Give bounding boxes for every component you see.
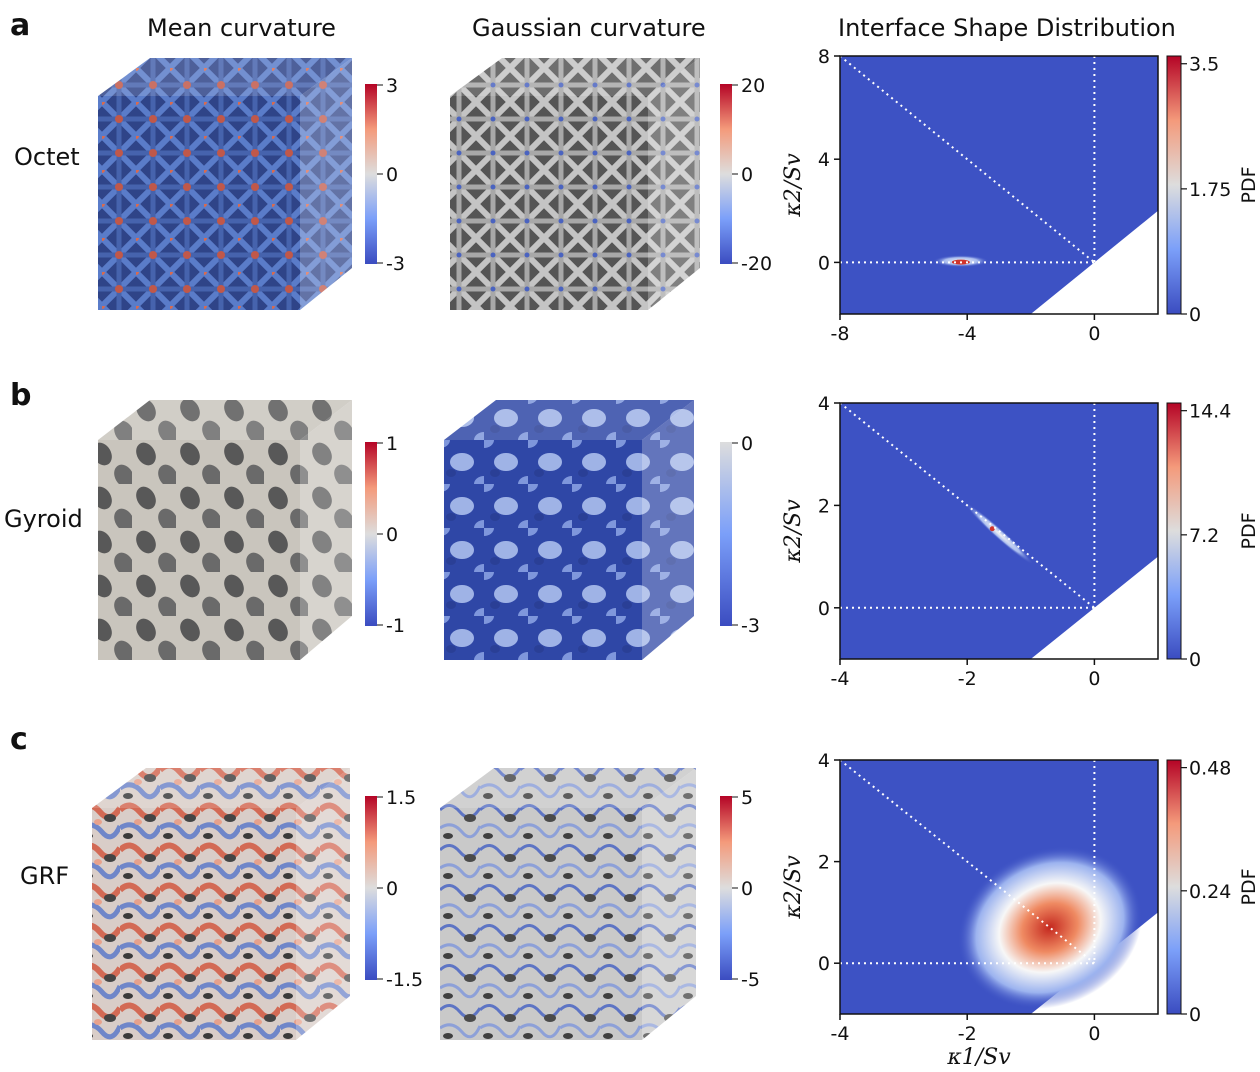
grf-mean-colorbar: 1.5 0 -1.5 [365, 787, 423, 991]
pdf-cbar-tick: 0 [1189, 649, 1201, 671]
plot-frame [839, 402, 1159, 660]
x-tick-label: -4 [831, 668, 850, 690]
interface-shape-distribution-plots: -8 -4 0 0 4 8 κ2/Sv 3.5 1.75 0 PDF -4 -2 0 0 2 4 κ2/Sv 14.… [781, 46, 1260, 1070]
grf-gauss-cbar-max: 5 [741, 787, 753, 809]
row-label-grf: GRF [20, 862, 70, 890]
row-label-gyroid: Gyroid [4, 505, 83, 533]
title-mean-curvature: Mean curvature [147, 14, 336, 42]
gyroid-mean-cbar-min: -1 [386, 615, 405, 637]
octet-gaussian-curvature-cube [450, 58, 700, 310]
panel-letter-a: a [10, 8, 31, 43]
panel-letter-b: b [10, 378, 32, 413]
ref-line-k1-minus-k2 [840, 403, 1096, 609]
gyroid-gauss-colorbar: 0 -3 [720, 433, 760, 637]
density-peak [989, 526, 995, 532]
title-gaussian-curvature: Gaussian curvature [472, 14, 706, 42]
octet-mean-colorbar: 3 0 -3 [365, 75, 405, 275]
x-tick-label: 0 [1088, 323, 1100, 345]
panel-letter-c: c [10, 722, 28, 757]
grf-gauss-colorbar: 5 0 -5 [720, 787, 760, 991]
gyroid-gaussian-curvature-cube [444, 400, 694, 660]
pdf-cbar-label: PDF [1238, 868, 1260, 905]
pdf-cbar-tick: 0 [1189, 304, 1201, 326]
y-axis-label: κ2/Sv [781, 153, 806, 218]
grf-gaussian-curvature-cube [440, 768, 696, 1040]
ref-line-k1-minus-k2 [840, 56, 1096, 264]
x-axis-label: κ1/Sv [946, 1045, 1011, 1070]
octet-mean-cbar-max: 3 [386, 75, 398, 97]
octet-mean-cbar-min: -3 [386, 253, 405, 275]
pdf-colorbar: 0.48 0.24 0 PDF [1166, 758, 1260, 1026]
y-tick-label: 0 [818, 953, 830, 975]
gyroid-mean-curvature-cube [98, 400, 352, 660]
plot-frame [839, 55, 1159, 315]
x-tick-label: -8 [831, 323, 850, 345]
grf-gauss-cbar-mid: 0 [741, 878, 753, 900]
pdf-cbar-tick: 1.75 [1189, 179, 1231, 201]
gyroid-gauss-cbar-min: -3 [741, 615, 760, 637]
pdf-cbar-tick: 0.24 [1189, 881, 1231, 903]
y-tick-label: 0 [818, 252, 830, 274]
x-tick-label: -2 [958, 1023, 977, 1045]
plot-frame [839, 759, 1159, 1015]
grf-mean-cbar-max: 1.5 [386, 787, 416, 809]
y-tick-label: 2 [818, 852, 830, 874]
y-tick-label: 4 [818, 149, 830, 171]
octet-mean-curvature-cube [98, 58, 352, 310]
title-interface-shape-distribution: Interface Shape Distribution [838, 14, 1176, 42]
octet-gauss-cbar-mid: 0 [741, 164, 753, 186]
grf-mean-curvature-cube [92, 768, 350, 1040]
grf-mean-cbar-mid: 0 [386, 878, 398, 900]
pdf-cbar-tick: 7.2 [1189, 525, 1219, 547]
isd-plot-3: -4 -2 0 0 2 4 κ2/Sv κ1/Sv 0.48 0.24 0 PDF [781, 750, 1260, 1070]
y-axis-label: κ2/Sv [781, 499, 806, 564]
x-tick-label: 0 [1088, 668, 1100, 690]
octet-gauss-cbar-min: -20 [741, 253, 772, 275]
density-ridge [964, 502, 1034, 565]
pdf-cbar-tick: 3.5 [1189, 54, 1219, 76]
pdf-cbar-label: PDF [1238, 512, 1260, 549]
y-tick-label: 8 [818, 46, 830, 68]
grf-gauss-cbar-min: -5 [741, 969, 760, 991]
y-tick-label: 0 [818, 598, 830, 620]
y-tick-label: 4 [818, 393, 830, 415]
density-peak [957, 846, 1143, 1009]
gyroid-gauss-cbar-max: 0 [741, 433, 753, 455]
octet-gauss-cbar-max: 20 [741, 75, 765, 97]
excluded-region [1030, 210, 1158, 314]
y-axis-label: κ2/Sv [781, 855, 806, 920]
gyroid-mean-colorbar: 1 0 -1 [365, 433, 405, 637]
pdf-cbar-tick: 0 [1189, 1004, 1201, 1026]
row-label-octet: Octet [14, 143, 80, 171]
y-tick-label: 4 [818, 750, 830, 772]
y-tick-label: 2 [818, 495, 830, 517]
x-tick-label: -2 [958, 668, 977, 690]
gyroid-mean-cbar-max: 1 [386, 433, 398, 455]
pdf-colorbar: 3.5 1.75 0 PDF [1166, 54, 1260, 326]
octet-mean-cbar-mid: 0 [386, 164, 398, 186]
x-tick-label: -4 [831, 1023, 850, 1045]
octet-gauss-colorbar: 20 0 -20 [720, 75, 772, 275]
pdf-cbar-label: PDF [1238, 166, 1260, 203]
pdf-cbar-tick: 14.4 [1189, 401, 1231, 423]
x-tick-label: -4 [958, 323, 977, 345]
x-tick-label: 0 [1088, 1023, 1100, 1045]
ref-line-k1-minus-k2 [840, 760, 1096, 964]
grf-mean-cbar-min: -1.5 [386, 969, 423, 991]
isd-plot-1: -8 -4 0 0 4 8 κ2/Sv 3.5 1.75 0 PDF [781, 46, 1260, 345]
isd-plot-2: -4 -2 0 0 2 4 κ2/Sv 14.4 7.2 0 PDF [781, 393, 1260, 690]
pdf-cbar-tick: 0.48 [1189, 758, 1231, 780]
gyroid-mean-cbar-mid: 0 [386, 524, 398, 546]
pdf-colorbar: 14.4 7.2 0 PDF [1166, 401, 1260, 671]
